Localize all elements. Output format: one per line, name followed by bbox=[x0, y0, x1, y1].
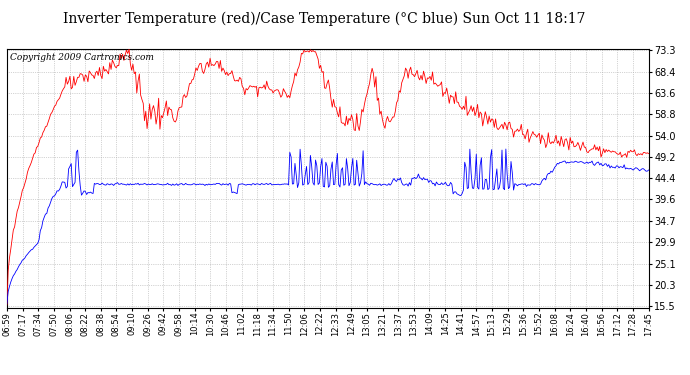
Text: Inverter Temperature (red)/Case Temperature (°C blue) Sun Oct 11 18:17: Inverter Temperature (red)/Case Temperat… bbox=[63, 11, 586, 26]
Text: Copyright 2009 Cartronics.com: Copyright 2009 Cartronics.com bbox=[10, 53, 154, 62]
